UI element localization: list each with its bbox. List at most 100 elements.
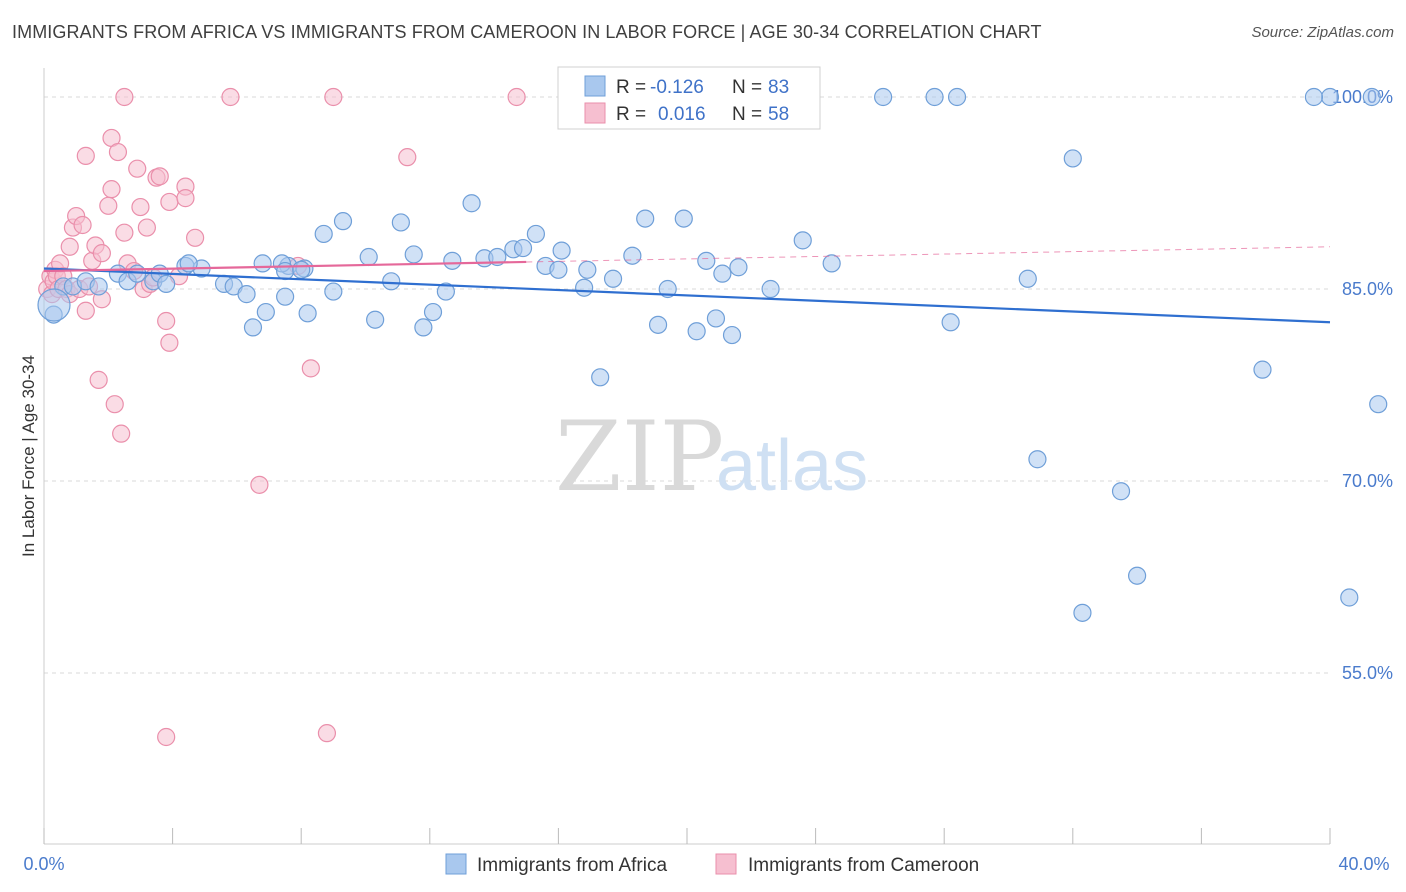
cameroon-point <box>317 724 337 743</box>
cameroon-point <box>131 197 150 217</box>
cameroon-point <box>73 215 92 235</box>
africa-point <box>292 260 311 279</box>
africa-point <box>1127 566 1147 585</box>
bottom-legend-swatch-africa <box>445 853 467 875</box>
africa-point <box>658 279 677 299</box>
y-tick-label: 55.0% <box>1342 663 1393 683</box>
africa-point <box>1304 87 1324 107</box>
x-tick-label-min: 0.0% <box>23 854 64 874</box>
africa-point <box>925 87 944 107</box>
x-ticks <box>43 828 1331 844</box>
africa-point <box>359 247 378 267</box>
legend-africa-n-value: 83 <box>768 77 789 98</box>
africa-point <box>575 278 594 297</box>
africa-point <box>333 212 353 231</box>
x-tick-label-max: 40.0% <box>1338 854 1389 874</box>
africa-point <box>1111 482 1131 501</box>
africa-point <box>1362 87 1381 107</box>
legend-swatch-africa <box>584 75 606 97</box>
legend-cameroon-n-value: 58 <box>768 104 789 125</box>
legend-africa-n-label: N = <box>732 77 762 98</box>
cameroon-point <box>128 159 147 178</box>
legend-swatch-cameroon <box>584 102 606 124</box>
africa-point <box>404 245 423 264</box>
africa-point <box>648 315 668 334</box>
africa-point <box>713 264 732 283</box>
trend-lines <box>43 246 1331 324</box>
legend-cameroon-r-value: 0.016 <box>658 104 706 125</box>
bottom-legend-africa: Immigrants from Africa <box>477 855 667 876</box>
cameroon-point <box>176 189 195 208</box>
watermark-atlas: atlas <box>716 426 868 506</box>
source-credit: Source: ZipAtlas.com <box>1251 24 1394 41</box>
africa-point <box>822 254 841 273</box>
y-tick-label: 85.0% <box>1342 279 1393 299</box>
cameroon-point <box>157 727 176 747</box>
y-axis-title: In Labor Force | Age 30-34 <box>19 355 38 557</box>
y-tick-label: 100.0% <box>1332 87 1393 107</box>
bottom-legend: Immigrants from Africa Immigrants from C… <box>445 853 979 876</box>
cameroon-point <box>115 223 134 242</box>
watermark: ZIP atlas <box>555 401 868 513</box>
cameroon-point <box>92 244 111 263</box>
cameroon-point <box>221 87 240 107</box>
bottom-legend-swatch-cameroon <box>715 853 737 875</box>
cameroon-point <box>102 180 121 199</box>
africa-point <box>89 277 108 296</box>
africa-point <box>623 246 642 265</box>
chart-title: IMMIGRANTS FROM AFRICA VS IMMIGRANTS FRO… <box>12 22 1042 42</box>
africa-point <box>1018 269 1037 288</box>
africa-point <box>722 325 742 345</box>
africa-point <box>157 274 176 293</box>
africa-point <box>603 269 623 288</box>
africa-point <box>366 310 385 329</box>
africa-point <box>549 260 568 279</box>
series-cameroon-points <box>38 87 526 747</box>
africa-point <box>414 318 433 337</box>
africa-point <box>941 313 960 332</box>
africa-point <box>687 322 706 341</box>
africa-point <box>382 272 401 291</box>
trend-line-africa <box>43 267 1331 324</box>
legend-africa-r-value: -0.126 <box>650 77 704 98</box>
africa-point <box>324 282 343 301</box>
africa-point <box>761 279 780 299</box>
cameroon-point <box>324 87 343 107</box>
cameroon-point <box>108 142 128 162</box>
africa-point <box>706 309 726 328</box>
africa-point <box>874 87 893 107</box>
africa-point <box>526 224 545 244</box>
cameroon-point <box>157 311 176 331</box>
africa-point <box>443 251 462 270</box>
cameroon-point <box>137 218 156 237</box>
y-tick-label: 70.0% <box>1342 471 1393 491</box>
africa-point <box>256 302 275 322</box>
africa-point <box>513 238 533 258</box>
bottom-legend-cameroon: Immigrants from Cameroon <box>748 855 979 876</box>
cameroon-point <box>301 359 320 378</box>
africa-point <box>314 224 333 244</box>
africa-point <box>591 368 610 387</box>
africa-point <box>1063 149 1082 168</box>
cameroon-point <box>160 192 179 212</box>
africa-point <box>243 318 263 337</box>
africa-point <box>1253 360 1272 379</box>
cameroon-point <box>76 146 95 165</box>
cameroon-point <box>398 148 417 167</box>
cameroon-point <box>250 475 269 494</box>
legend-africa-r-label: R = <box>616 77 646 98</box>
series-africa-points <box>37 87 1388 622</box>
cameroon-point <box>99 196 118 215</box>
cameroon-point <box>115 87 134 107</box>
africa-point <box>947 87 967 107</box>
cameroon-point <box>160 333 179 352</box>
africa-point <box>1073 603 1092 622</box>
cameroon-point <box>89 370 108 389</box>
trend-line-cameroon <box>43 260 527 273</box>
africa-point <box>578 260 597 279</box>
africa-point <box>488 247 507 267</box>
cameroon-point <box>112 424 131 443</box>
cameroon-point <box>76 301 95 320</box>
cameroon-point <box>150 167 169 186</box>
africa-point <box>276 261 295 281</box>
